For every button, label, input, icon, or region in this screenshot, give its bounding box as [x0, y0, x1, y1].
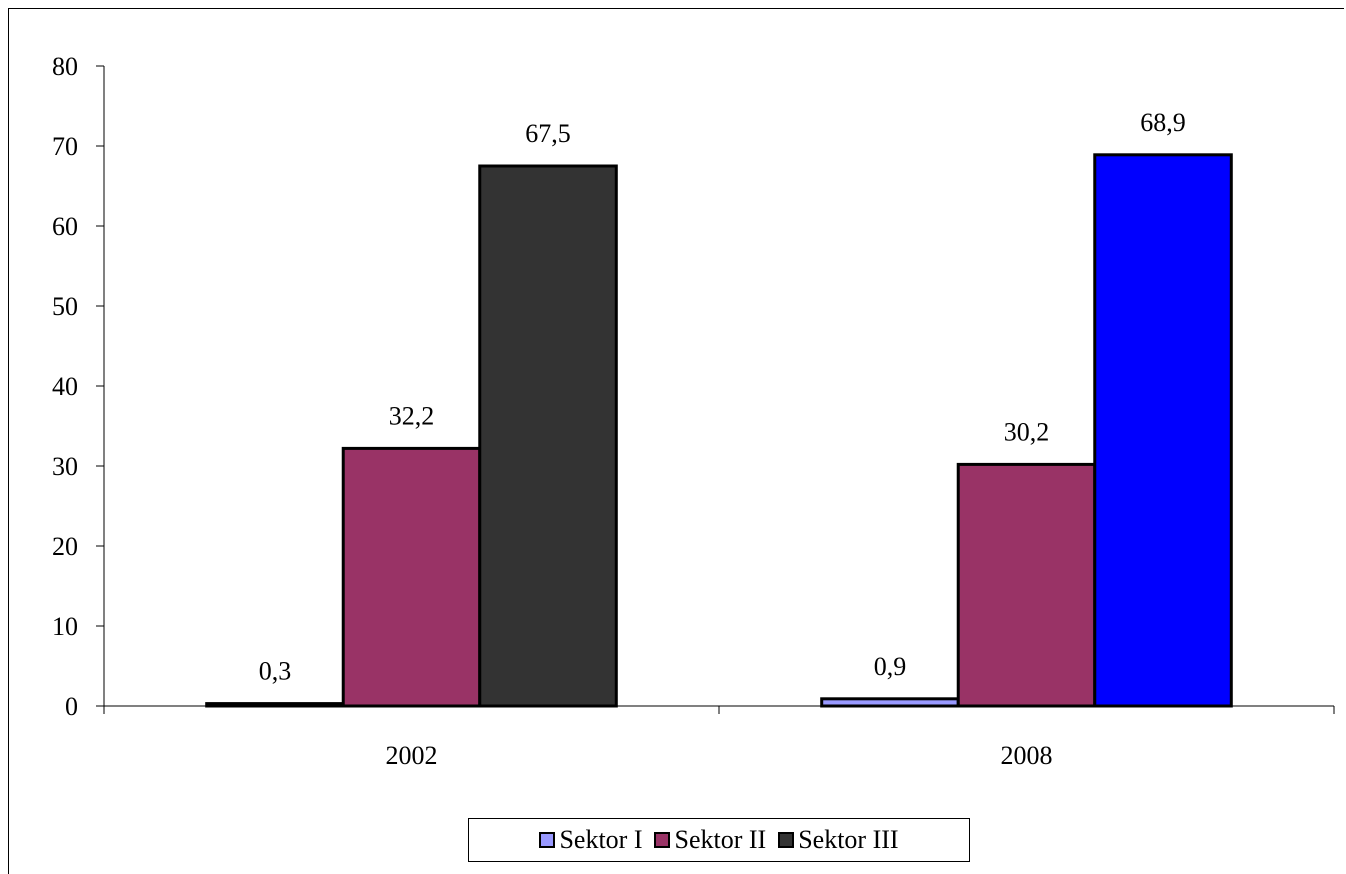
- y-tick-label: 60: [52, 212, 78, 241]
- legend-swatch-sektor-2: [654, 832, 671, 848]
- legend-label-sektor-3: Sektor III: [798, 825, 899, 854]
- bar: [1093, 153, 1233, 708]
- y-tick-label: 40: [52, 372, 78, 401]
- legend-label-sektor-1: Sektor I: [559, 825, 643, 854]
- y-tick-label: 0: [65, 692, 78, 721]
- data-label: 0,3: [259, 657, 292, 686]
- legend: Sektor I Sektor II Sektor III: [468, 818, 970, 862]
- data-label: 67,5: [525, 119, 571, 148]
- y-tick-label: 20: [52, 532, 78, 561]
- bars: [205, 153, 1233, 708]
- bar: [205, 702, 345, 708]
- data-label: 32,2: [389, 401, 435, 430]
- legend-item-sektor-1: Sektor I: [539, 825, 642, 855]
- y-tick-label: 10: [52, 612, 78, 641]
- legend-item-sektor-3: Sektor III: [778, 825, 899, 855]
- legend-swatch-sektor-3: [778, 832, 795, 848]
- bar: [956, 462, 1097, 708]
- bar: [341, 446, 482, 708]
- data-label: 68,9: [1140, 108, 1186, 137]
- data-label: 30,2: [1004, 417, 1050, 446]
- x-category-label: 2002: [386, 741, 438, 770]
- y-tick-label: 30: [52, 452, 78, 481]
- chart-frame: [8, 8, 1344, 874]
- y-tick-label: 50: [52, 292, 78, 321]
- bar: [478, 164, 618, 708]
- legend-label-sektor-2: Sektor II: [674, 825, 767, 854]
- legend-swatch-sektor-1: [539, 832, 556, 848]
- axes: 0 10 20 30 40 50 60 70 80 2002 2008: [52, 52, 1335, 770]
- data-label: 0,9: [874, 652, 907, 681]
- bar: [820, 697, 960, 708]
- x-category-label: 2008: [1001, 741, 1053, 770]
- y-tick-label: 80: [52, 52, 78, 81]
- y-tick-label: 70: [52, 132, 78, 161]
- legend-item-sektor-2: Sektor II: [654, 825, 766, 855]
- data-labels: 0,3 32,2 67,5 0,9 30,2 68,9: [259, 108, 1186, 686]
